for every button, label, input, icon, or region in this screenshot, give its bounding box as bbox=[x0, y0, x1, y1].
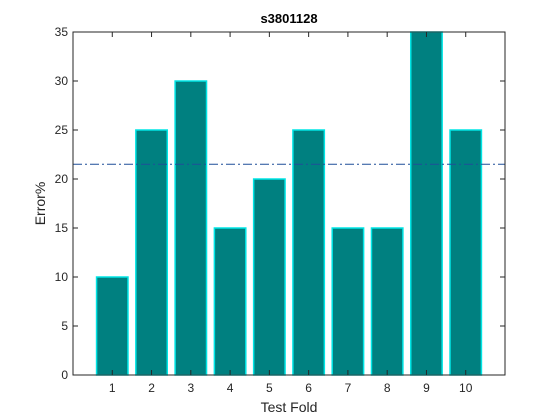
bar-fold-8 bbox=[370, 227, 404, 376]
y-tick-label: 30 bbox=[55, 74, 69, 88]
bar-fold-7 bbox=[331, 227, 365, 376]
y-tick-label: 20 bbox=[55, 172, 69, 186]
bar-fold-2 bbox=[135, 129, 169, 376]
y-tick-label: 35 bbox=[55, 25, 69, 39]
x-axis-label: Test Fold bbox=[261, 399, 318, 415]
y-tick-label: 15 bbox=[55, 221, 69, 235]
bar-fold-9 bbox=[409, 31, 443, 376]
x-tick-label: 1 bbox=[109, 381, 116, 395]
x-tick-label: 5 bbox=[266, 381, 273, 395]
chart-title: s3801128 bbox=[260, 11, 317, 26]
y-tick-label: 25 bbox=[55, 123, 69, 137]
x-axis-ticks: 1 2 3 4 5 6 7 8 9 10 bbox=[109, 32, 473, 395]
axes-box bbox=[72, 31, 506, 376]
x-tick-label: 8 bbox=[384, 381, 391, 395]
x-tick-label: 3 bbox=[187, 381, 194, 395]
y-tick-label: 5 bbox=[61, 319, 68, 333]
y-axis-label: Error% bbox=[32, 182, 48, 226]
x-tick-label: 6 bbox=[305, 381, 312, 395]
bar-fold-4 bbox=[213, 227, 247, 376]
bar-fold-6 bbox=[292, 129, 326, 376]
x-tick-label: 4 bbox=[227, 381, 234, 395]
bar-fold-3 bbox=[174, 80, 208, 376]
y-tick-label: 10 bbox=[55, 270, 69, 284]
x-tick-label: 2 bbox=[148, 381, 155, 395]
x-tick-label: 10 bbox=[459, 381, 473, 395]
bar-fold-5 bbox=[252, 178, 286, 376]
bar-fold-1 bbox=[95, 276, 129, 376]
y-axis-ticks: 0 5 10 15 20 25 30 35 bbox=[55, 25, 505, 382]
x-tick-label: 7 bbox=[345, 381, 352, 395]
bar-fold-10 bbox=[449, 129, 483, 376]
bars-group bbox=[95, 31, 483, 376]
x-tick-label: 9 bbox=[423, 381, 430, 395]
y-tick-label: 0 bbox=[61, 368, 68, 382]
